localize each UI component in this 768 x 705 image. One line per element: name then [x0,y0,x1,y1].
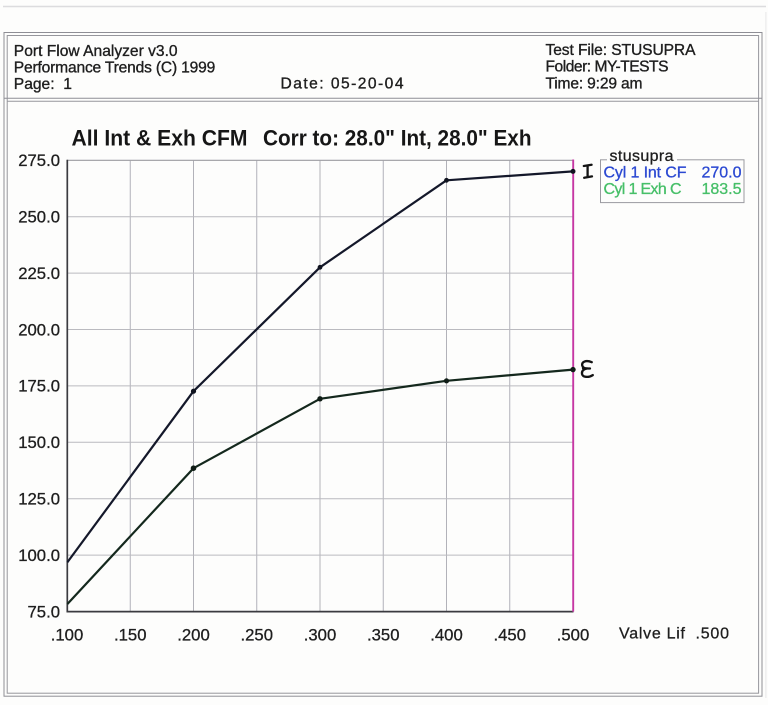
svg-text:.200: .200 [177,625,209,644]
svg-text:75.0: 75.0 [28,602,60,621]
svg-text:Performance Trends (C) 1999: Performance Trends (C) 1999 [14,60,216,77]
svg-text:.150: .150 [114,625,146,644]
svg-text:150.0: 150.0 [18,433,60,452]
svg-text:Time: 9:29 am: Time: 9:29 am [546,76,643,93]
svg-text:.500: .500 [557,625,589,644]
svg-text:.450: .450 [494,625,526,644]
svg-text:225.0: 225.0 [18,264,60,283]
svg-text:200.0: 200.0 [18,320,60,339]
svg-text:175.0: 175.0 [18,377,60,396]
svg-text:Date: 05-20-04: Date: 05-20-04 [281,75,404,92]
svg-text:Folder: MY-TESTS: Folder: MY-TESTS [546,59,669,76]
svg-text:.350: .350 [367,625,399,644]
svg-text:Cyl 1 Int CF: Cyl 1 Int CF [604,165,687,182]
svg-text:100.0: 100.0 [18,546,60,565]
svg-text:Port Flow Analyzer v3.0: Port Flow Analyzer v3.0 [14,43,178,60]
svg-text:1: 1 [63,76,72,93]
svg-text:stusupra: stusupra [610,148,674,165]
svg-text:125.0: 125.0 [18,490,60,509]
svg-text:250.0: 250.0 [18,208,60,227]
svg-text:275.0: 275.0 [18,151,60,170]
svg-text:.300: .300 [304,625,336,644]
svg-text:.100: .100 [51,625,83,644]
svg-text:All Int & Exh CFM: All Int & Exh CFM [72,126,248,151]
svg-text:Corr to: 28.0" Int, 28.0" Exh: Corr to: 28.0" Int, 28.0" Exh [263,126,532,151]
svg-text:Test File: STUSUPRA: Test File: STUSUPRA [546,42,697,59]
svg-text:.250: .250 [241,625,273,644]
svg-text:Cyl 1 Exh C: Cyl 1 Exh C [604,181,682,198]
svg-text:Valve Lif: Valve Lif [619,626,686,643]
svg-text:270.0: 270.0 [701,165,741,182]
svg-text:183.5: 183.5 [701,181,741,198]
svg-text:.500: .500 [696,626,730,643]
svg-text:.400: .400 [430,625,462,644]
svg-text:Page:: Page: [14,76,55,93]
